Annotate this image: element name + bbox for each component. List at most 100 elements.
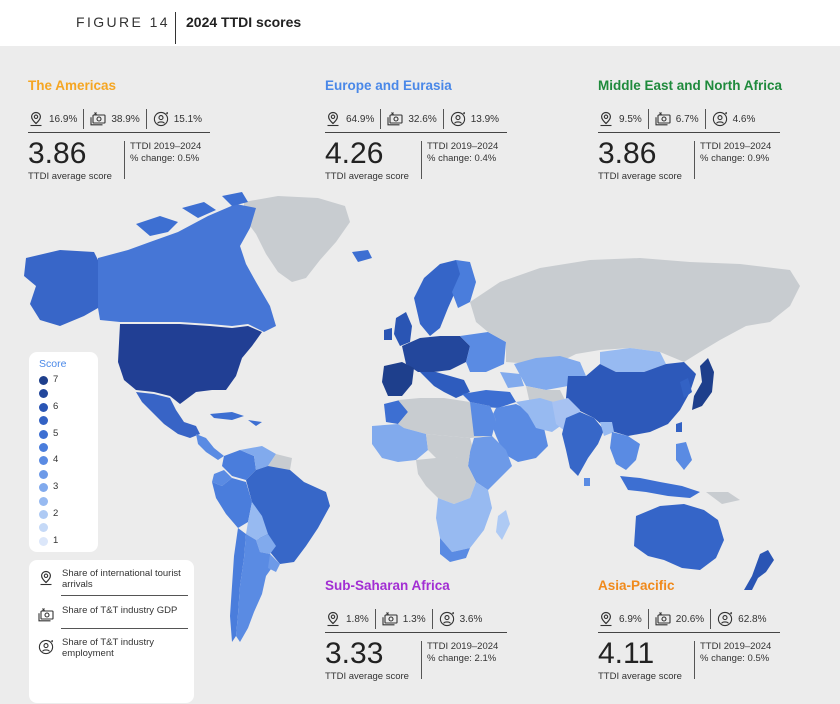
region-morocco <box>384 400 408 424</box>
money-icon <box>38 607 54 623</box>
arrivals-value: 64.9% <box>346 113 375 125</box>
stats-row: 1.8% 1.3% 3.6% <box>325 608 507 630</box>
divider-line <box>598 132 780 133</box>
score-divider <box>694 141 695 179</box>
key-divider <box>61 595 188 596</box>
region-southern-africa <box>436 482 492 552</box>
person-icon <box>38 639 54 655</box>
region-philippines <box>676 442 692 470</box>
figure-title: 2024 TTDI scores <box>186 14 302 30</box>
score-row: 3.33 TTDI average score TTDI 2019–2024 %… <box>325 639 507 683</box>
region-caucasus <box>500 372 524 388</box>
region-madagascar <box>496 510 510 540</box>
region-west-africa <box>372 424 428 462</box>
score-label: TTDI average score <box>325 671 409 682</box>
money-icon <box>655 611 671 627</box>
stat-arrivals: 16.9% <box>28 111 77 127</box>
world-map <box>24 192 800 642</box>
header-divider <box>175 12 176 44</box>
arrivals-value: 1.8% <box>346 613 369 625</box>
score-box: 3.33 TTDI average score <box>325 639 421 683</box>
stat-divider <box>647 109 649 129</box>
person-icon <box>717 611 733 627</box>
region-russia <box>470 258 800 364</box>
location-pin-icon <box>325 111 341 127</box>
change-value: % change: 0.5% <box>130 153 200 164</box>
region-americas-name: The Americas <box>28 78 117 93</box>
legend-swatch <box>39 523 48 533</box>
score-row: 4.11 TTDI average score TTDI 2019–2024 %… <box>598 637 780 683</box>
change-text: TTDI 2019–2024 % change: 0.4% <box>427 141 498 182</box>
score-row: 3.86 TTDI average score TTDI 2019–2024 %… <box>598 139 780 183</box>
region-sri-lanka <box>584 478 590 486</box>
region-argentina <box>236 534 276 642</box>
legend-swatch <box>39 443 48 452</box>
legend-swatch <box>39 510 48 519</box>
stat-arrivals: 6.9% <box>598 611 642 627</box>
legend-swatch <box>39 416 48 426</box>
gdp-value: 6.7% <box>675 113 699 125</box>
money-icon <box>655 111 671 127</box>
key-arrivals: Share of international tourist arrivals <box>38 568 188 590</box>
change-value: % change: 0.9% <box>700 153 770 164</box>
legend-label: 1 <box>53 534 59 546</box>
region-australia <box>634 504 724 570</box>
key-gdp: Share of T&T industry GDP <box>38 605 188 623</box>
average-score: 3.86 <box>28 137 87 170</box>
figure-number: FIGURE 14 <box>76 14 170 30</box>
money-icon <box>382 611 398 627</box>
score-divider <box>421 141 422 179</box>
region-mongolia <box>600 348 666 372</box>
region-malaysia-indonesia <box>620 476 700 498</box>
change-value: % change: 0.4% <box>427 153 497 164</box>
stat-arrivals: 1.8% <box>325 611 369 627</box>
divider-line <box>325 632 507 633</box>
score-divider <box>421 641 422 679</box>
stat-divider <box>704 109 706 129</box>
money-icon <box>90 111 106 127</box>
region-iberia <box>382 362 414 396</box>
region-americas-card: The Americas 16.9% 38.9% 15.1% 3.86 TTDI… <box>28 76 210 182</box>
region-usa <box>118 324 262 404</box>
legend-label: 5 <box>53 427 59 439</box>
score-label: TTDI average score <box>28 171 112 182</box>
map-panel: The Americas 16.9% 38.9% 15.1% 3.86 TTDI… <box>0 46 840 704</box>
change-text: TTDI 2019–2024 % change: 0.5% <box>130 141 201 182</box>
region-chile <box>230 528 246 642</box>
region-ssa-card: Sub-Saharan Africa 1.8% 1.3% 3.6% 3.33 T… <box>325 576 507 682</box>
region-bolivia <box>246 502 268 540</box>
region-egypt <box>470 402 496 436</box>
legend-label: 6 <box>53 400 59 412</box>
region-mexico <box>136 392 200 438</box>
employment-value: 4.6% <box>732 113 756 125</box>
legend-label: 7 <box>53 374 59 385</box>
stat-gdp: 1.3% <box>382 611 426 627</box>
region-caribbean <box>210 412 262 426</box>
region-south-africa <box>440 538 470 562</box>
stat-divider <box>647 609 649 629</box>
stat-gdp: 6.7% <box>655 111 699 127</box>
score-row: 4.26 TTDI average score TTDI 2019–2024 %… <box>325 137 507 183</box>
region-mena-name: Middle East and North Africa <box>598 78 783 93</box>
legend-label: 4 <box>53 454 59 466</box>
stat-employment: 4.6% <box>712 111 756 127</box>
gdp-value: 20.6% <box>675 613 705 625</box>
average-score: 4.26 <box>325 137 384 170</box>
region-greenland <box>244 196 350 282</box>
region-sahel <box>426 434 474 458</box>
legend-title: Score <box>39 358 67 370</box>
change-value: % change: 2.1% <box>427 653 497 664</box>
score-box: 4.11 TTDI average score <box>598 637 694 683</box>
region-east-africa <box>468 436 512 490</box>
key-employment: Share of T&T industry employment <box>38 637 188 659</box>
score-divider <box>694 641 695 679</box>
average-score: 4.11 <box>598 637 655 670</box>
icon-key: Share of international tourist arrivals … <box>29 560 194 703</box>
gdp-value: 38.9% <box>111 113 140 125</box>
legend-swatch <box>39 536 48 546</box>
region-mena-card: Middle East and North Africa 9.5% 6.7% 4… <box>598 76 783 183</box>
location-pin-icon <box>38 570 54 586</box>
person-icon <box>712 111 728 127</box>
stat-divider <box>442 109 444 129</box>
stat-gdp: 38.9% <box>90 111 140 127</box>
